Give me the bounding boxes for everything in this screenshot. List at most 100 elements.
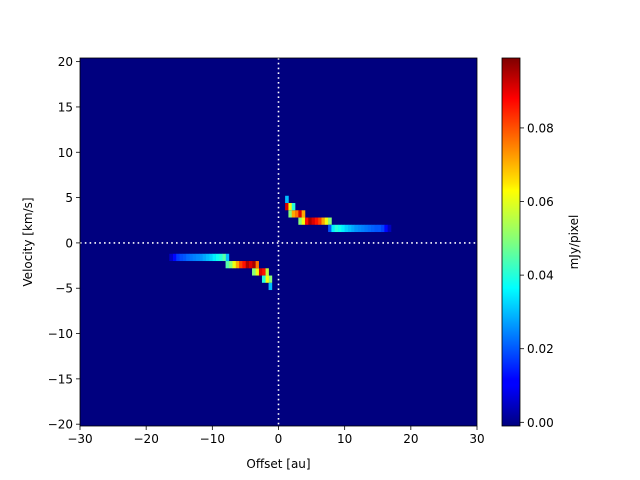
- heatmap-cell: [381, 224, 385, 233]
- heatmap-cell: [268, 275, 273, 283]
- heatmap-cell: [265, 268, 269, 276]
- y-tick-label: 0: [65, 236, 73, 250]
- y-tick-label: 15: [58, 100, 73, 114]
- heatmap-cell: [371, 224, 375, 233]
- x-tick-label: 10: [337, 432, 352, 446]
- heatmap-cell: [347, 224, 352, 233]
- colorbar-tick-label: 0.00: [527, 416, 554, 430]
- heatmap-cell: [225, 261, 230, 269]
- heatmap-cell: [338, 224, 342, 233]
- y-tick-label: −20: [48, 418, 73, 432]
- heatmap-cells: [169, 195, 392, 291]
- heatmap-cell: [291, 203, 296, 211]
- heatmap-cell: [285, 203, 289, 211]
- colorbar-tick-label: 0.02: [527, 342, 554, 356]
- heatmap-cell: [218, 253, 223, 262]
- heatmap-cell: [384, 224, 388, 233]
- heatmap-cell: [268, 282, 273, 291]
- heatmap-cell: [209, 253, 213, 262]
- heatmap-cell: [301, 210, 306, 218]
- colorbar-tick-label: 0.06: [527, 195, 554, 209]
- heatmap-cell: [215, 253, 220, 262]
- heatmap-cell: [232, 261, 236, 269]
- heatmap-cell: [238, 261, 243, 269]
- heatmap-cell: [205, 253, 210, 262]
- colorbar-ticks: 0.00 0.02 0.04 0.06 0.08: [520, 121, 554, 430]
- heatmap-cell: [354, 224, 359, 233]
- y-tick-label: 5: [65, 191, 73, 205]
- heatmap-cell: [298, 217, 302, 225]
- heatmap-cell: [228, 261, 233, 269]
- heatmap-cell: [175, 253, 180, 262]
- x-axis-label: Offset [au]: [246, 457, 310, 471]
- x-tick-label: 30: [469, 432, 484, 446]
- colorbar-label: mJy/pixel: [567, 215, 581, 270]
- heatmap-cell: [285, 195, 289, 204]
- heatmap-cell: [344, 224, 349, 233]
- x-tick-label: −20: [134, 432, 159, 446]
- heatmap-cell: [189, 253, 193, 262]
- heatmap-cell: [255, 268, 259, 276]
- heatmap-cell: [248, 261, 253, 269]
- heatmap-cell: [258, 268, 263, 276]
- y-tick-label: 10: [58, 146, 73, 160]
- heatmap-cell: [328, 217, 332, 225]
- heatmap-cell: [304, 217, 309, 225]
- heatmap-cell: [192, 253, 197, 262]
- heatmap-cell: [288, 210, 293, 218]
- x-tick-label: −30: [67, 432, 92, 446]
- y-tick-label: 20: [58, 55, 73, 69]
- x-tick-label: 0: [275, 432, 283, 446]
- heatmap-cell: [331, 224, 336, 233]
- heatmap-cell: [242, 261, 246, 269]
- heatmap-cell: [295, 210, 299, 218]
- heatmap-cell: [308, 217, 312, 225]
- heatmap-cell: [387, 224, 392, 233]
- heatmap-cell: [261, 275, 266, 283]
- x-tick-label: −10: [200, 432, 225, 446]
- heatmap-cell: [252, 261, 256, 269]
- heatmap-cell: [361, 224, 365, 233]
- y-tick-label: −10: [48, 327, 73, 341]
- heatmap-cell: [324, 217, 329, 225]
- heatmap-cell: [298, 210, 302, 218]
- heatmap-cell: [367, 224, 372, 233]
- y-axis-label: Velocity [km/s]: [21, 197, 35, 286]
- heatmap-cell: [182, 253, 187, 262]
- heatmap-cell: [185, 253, 190, 262]
- heatmap-cell: [341, 224, 345, 233]
- heatmap-cell: [179, 253, 183, 262]
- heatmap-cell: [314, 217, 319, 225]
- plot-area: [79, 57, 478, 427]
- colorbar: 0.00 0.02 0.04 0.06 0.08 mJy/pixel: [501, 57, 581, 430]
- x-tick-label: 20: [403, 432, 418, 446]
- heatmap-cell: [222, 253, 226, 262]
- y-axis-ticks: −20 −15 −10 −5 0 5 10 15 20: [48, 55, 80, 432]
- heatmap-cell: [357, 224, 362, 233]
- heatmap-cell: [351, 224, 355, 233]
- heatmap-cell: [321, 217, 326, 225]
- heatmap-cell: [225, 253, 230, 262]
- heatmap-cell: [261, 268, 266, 276]
- heatmap-cell: [245, 261, 250, 269]
- heatmap-cell: [212, 253, 216, 262]
- heatmap-cell: [169, 253, 173, 262]
- heatmap-cell: [252, 268, 256, 276]
- heatmap-cell: [374, 224, 379, 233]
- heatmap-cell: [265, 275, 269, 283]
- y-tick-label: −5: [55, 282, 73, 296]
- colorbar-tick-label: 0.04: [527, 269, 554, 283]
- heatmap-cell: [288, 203, 293, 211]
- heatmap-cell: [172, 253, 177, 262]
- heatmap-cell: [328, 224, 332, 233]
- heatmap-cell: [301, 217, 306, 225]
- heatmap-cell: [364, 224, 369, 233]
- heatmap-cell: [334, 224, 339, 233]
- x-axis-ticks: −30 −20 −10 0 10 20 30: [67, 426, 485, 446]
- heatmap-cell: [195, 253, 200, 262]
- heatmap-cell: [311, 217, 316, 225]
- colorbar-tick-label: 0.08: [527, 121, 554, 135]
- heatmap-cell: [255, 261, 259, 269]
- heatmap-cell: [202, 253, 207, 262]
- y-tick-label: −15: [48, 372, 73, 386]
